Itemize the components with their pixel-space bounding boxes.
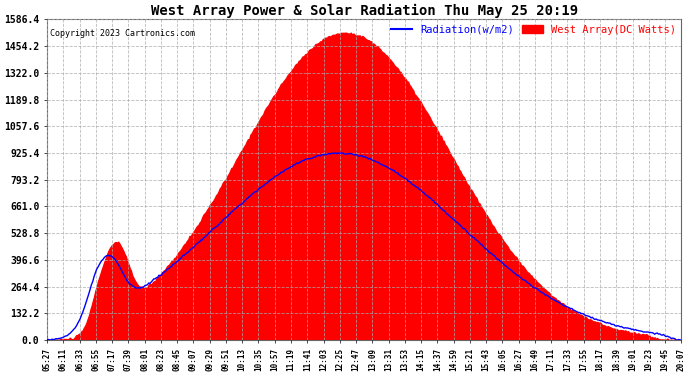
Title: West Array Power & Solar Radiation Thu May 25 20:19: West Array Power & Solar Radiation Thu M… [150,4,578,18]
Text: Copyright 2023 Cartronics.com: Copyright 2023 Cartronics.com [50,29,195,38]
Legend: Radiation(w/m2), West Array(DC Watts): Radiation(w/m2), West Array(DC Watts) [391,25,676,35]
